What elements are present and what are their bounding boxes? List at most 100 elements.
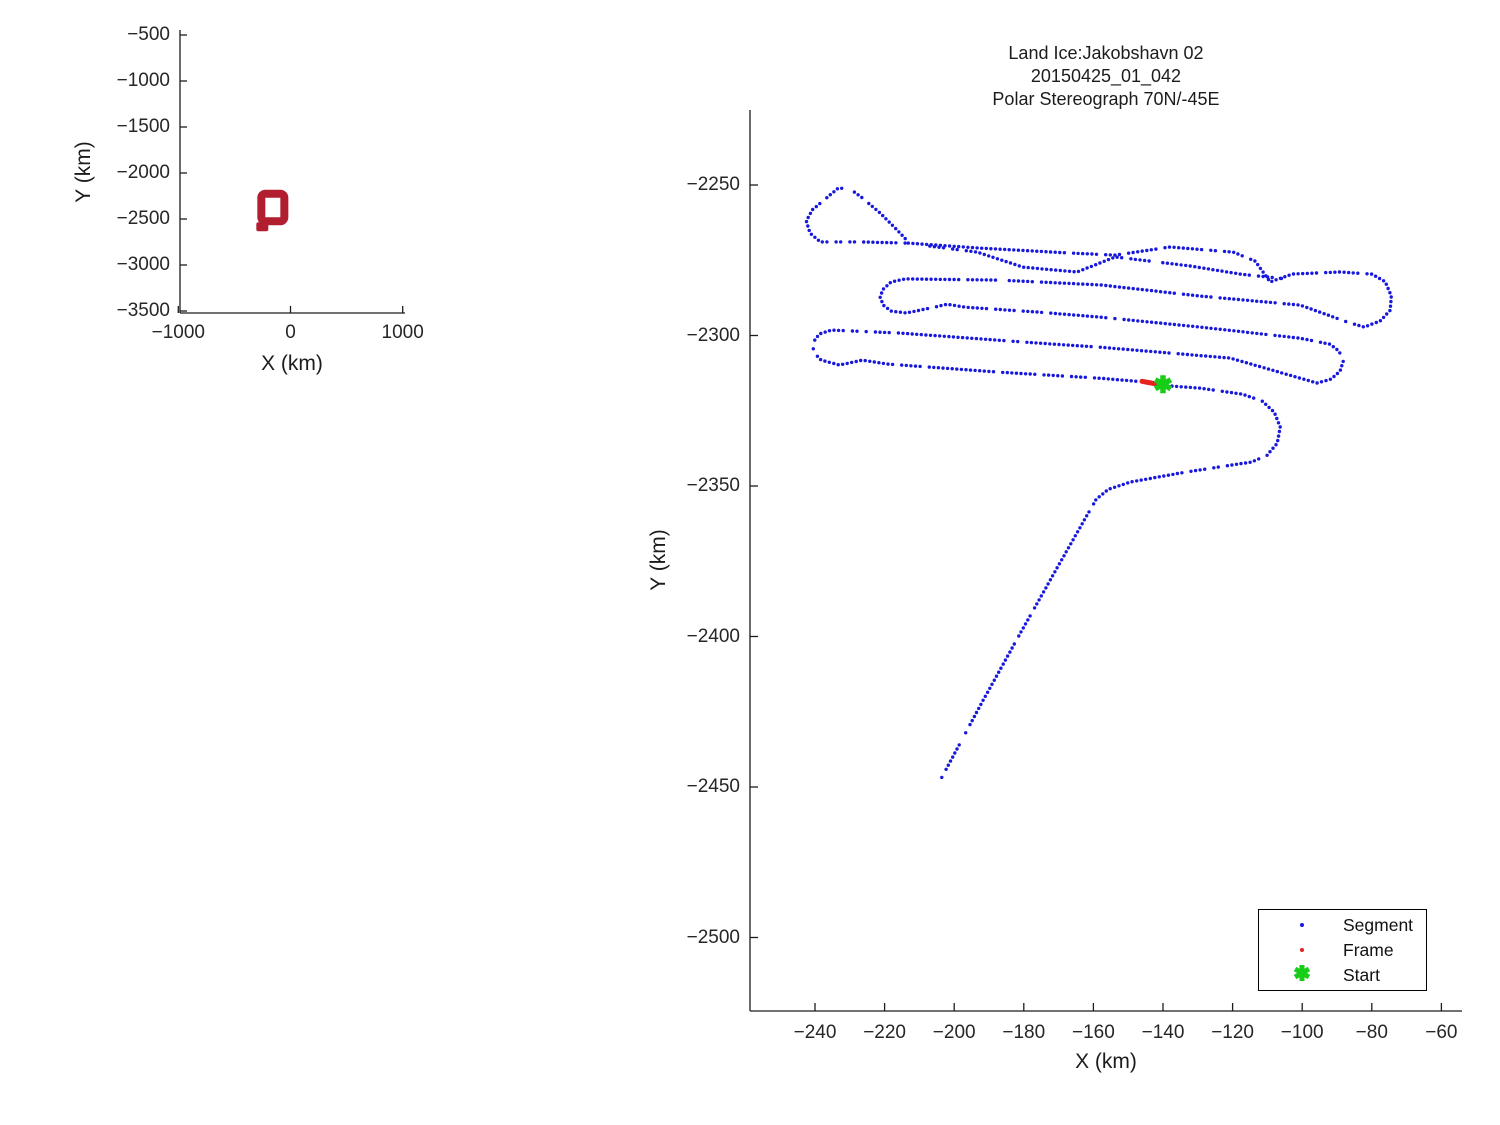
segment-dot bbox=[1007, 308, 1012, 312]
segment-dot bbox=[1181, 246, 1186, 250]
segment-dot bbox=[1223, 328, 1227, 332]
segment-dot bbox=[1256, 262, 1260, 267]
segment-dot bbox=[965, 336, 969, 340]
segment-dot bbox=[1374, 320, 1379, 325]
segment-dot bbox=[1074, 375, 1078, 379]
segment-dot bbox=[1130, 348, 1135, 352]
segment-dot bbox=[1157, 475, 1162, 479]
segment-dot bbox=[1227, 328, 1232, 332]
segment-dot bbox=[1090, 314, 1094, 319]
segment-dot bbox=[1042, 373, 1046, 377]
segment-dot bbox=[919, 332, 923, 337]
segment-dot bbox=[1264, 332, 1268, 337]
coverage-box-tail bbox=[256, 222, 269, 232]
segment-dot bbox=[1060, 374, 1065, 378]
segment-dot bbox=[1071, 281, 1076, 286]
segment-dot bbox=[880, 299, 884, 304]
segment-dot bbox=[1174, 262, 1179, 266]
segment-dot bbox=[1207, 387, 1211, 392]
segment-dot bbox=[906, 277, 910, 281]
segment-dot bbox=[1235, 358, 1240, 362]
segment-dot bbox=[977, 706, 981, 711]
segment-dot bbox=[1139, 478, 1143, 482]
segment-dot bbox=[1268, 300, 1273, 305]
segment-dot bbox=[1204, 294, 1209, 299]
segment-dot bbox=[1337, 270, 1342, 274]
start-marker bbox=[1153, 377, 1173, 392]
segment-dot bbox=[1008, 261, 1013, 265]
segment-dot bbox=[1057, 562, 1062, 566]
segment-dot bbox=[1090, 282, 1094, 287]
segment-dot bbox=[943, 277, 947, 282]
segment-dot bbox=[959, 367, 964, 372]
segment-dot bbox=[942, 334, 946, 338]
segment-dot bbox=[809, 232, 814, 236]
segment-dot bbox=[1028, 614, 1032, 618]
segment-dot bbox=[880, 240, 884, 245]
segment-dot bbox=[995, 257, 1000, 261]
frame-dot-icon bbox=[1287, 948, 1317, 952]
segment-dot bbox=[903, 236, 907, 241]
segment-dot bbox=[1014, 371, 1019, 375]
segment-dot bbox=[990, 682, 994, 686]
segment-dot bbox=[887, 220, 891, 224]
segment-dot bbox=[1180, 471, 1184, 475]
segment-dot bbox=[1167, 351, 1171, 355]
segment-dot bbox=[1117, 285, 1122, 289]
segment-dot bbox=[1389, 295, 1393, 299]
segment-dot bbox=[1084, 344, 1089, 348]
segment-dot bbox=[1112, 346, 1116, 351]
segment-dot bbox=[1225, 464, 1230, 468]
segment-dot bbox=[1021, 248, 1025, 253]
segment-dot bbox=[1053, 311, 1058, 316]
segment-dot bbox=[1195, 294, 1199, 298]
segment-dot bbox=[951, 755, 955, 759]
segment-dot bbox=[1162, 474, 1166, 478]
segment-dot bbox=[1247, 273, 1252, 277]
segment-dot bbox=[1094, 315, 1099, 319]
segment-dot bbox=[1204, 354, 1208, 358]
segment-dot bbox=[964, 368, 968, 372]
segment-dot bbox=[1144, 349, 1148, 353]
segment-dot bbox=[1149, 248, 1154, 252]
main-y-tick-label: −2400 bbox=[686, 625, 740, 647]
segment-dot bbox=[912, 309, 916, 314]
segment-dot bbox=[1351, 271, 1355, 275]
segment-dot bbox=[1104, 489, 1109, 493]
segment-dot bbox=[979, 337, 983, 341]
segment-dot bbox=[1252, 459, 1257, 463]
segment-dot bbox=[850, 329, 855, 333]
segment-dot bbox=[1257, 457, 1261, 461]
segment-dot bbox=[1218, 296, 1222, 300]
segment-dot bbox=[818, 357, 823, 362]
segment-dot bbox=[910, 332, 914, 336]
segment-dot bbox=[941, 246, 946, 250]
segment-dot bbox=[1261, 274, 1265, 279]
segment-dot bbox=[873, 330, 878, 334]
segment-dot bbox=[1046, 373, 1051, 377]
segment-dot bbox=[1204, 326, 1209, 330]
segment-dot bbox=[1104, 316, 1108, 320]
legend-label-segment: Segment bbox=[1343, 914, 1414, 935]
main-x-tick-label: −140 bbox=[1141, 1022, 1185, 1043]
segment-dot bbox=[1381, 279, 1386, 283]
segment-dot bbox=[957, 277, 961, 282]
segment-dot bbox=[1083, 375, 1088, 379]
segment-dot bbox=[1149, 288, 1154, 293]
segment-dot bbox=[1044, 250, 1048, 254]
segment-dot bbox=[900, 233, 904, 237]
segment-dot bbox=[1248, 460, 1252, 464]
segment-dot bbox=[1199, 247, 1204, 252]
segment-dot bbox=[951, 247, 955, 251]
segment-dot bbox=[1058, 281, 1062, 285]
segment-dot bbox=[956, 335, 960, 339]
segment-dot bbox=[840, 186, 844, 190]
segment-dot bbox=[1115, 378, 1120, 382]
segment-dot bbox=[1012, 248, 1016, 252]
segment-dot bbox=[1274, 443, 1278, 447]
segment-dot bbox=[915, 242, 920, 246]
segment-dot bbox=[903, 241, 907, 245]
segment-dot bbox=[971, 306, 975, 310]
main-x-tick-label: −200 bbox=[932, 1022, 976, 1043]
